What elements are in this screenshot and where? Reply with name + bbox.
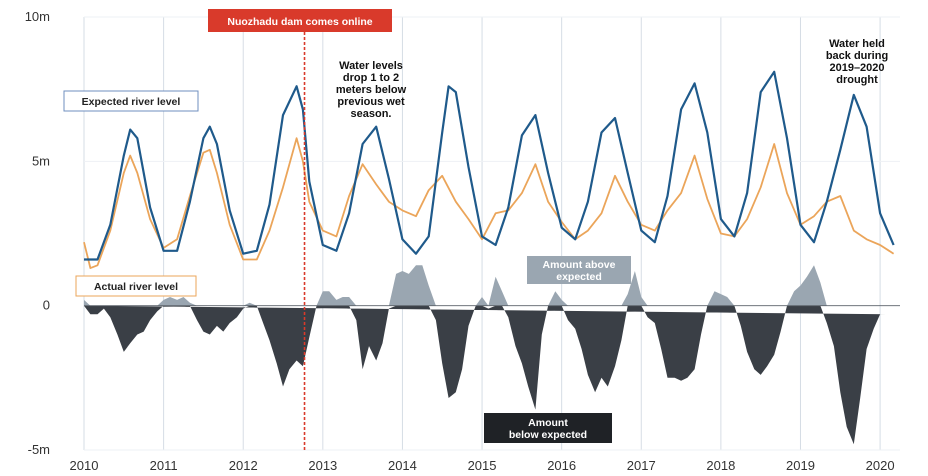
above-label-line: expected <box>556 271 602 283</box>
expected-line-path <box>84 70 895 261</box>
x-tick-label: 2017 <box>627 458 656 473</box>
dam-marker: Nuozhadu dam comes online <box>208 9 392 450</box>
y-tick-label: -5m <box>28 442 50 457</box>
below-label-line: Amount <box>528 417 568 429</box>
annotation-water-levels-line: meters below <box>336 84 407 96</box>
below-label-line: below expected <box>509 429 587 441</box>
y-tick-label: 10m <box>25 9 50 24</box>
annotation-water-held-line: Water held <box>829 38 885 50</box>
actual-river-level-line <box>83 137 895 269</box>
x-tick-label: 2020 <box>866 458 895 473</box>
grid-lines <box>83 16 900 451</box>
actual-legend-box <box>75 275 197 297</box>
expected-legend-box <box>63 90 199 112</box>
below-label-box <box>484 413 612 443</box>
expected-river-level-line <box>84 70 895 261</box>
x-tick-label: 2013 <box>308 458 337 473</box>
annotation-water-levels-line: season. <box>351 108 392 120</box>
axis-tick-labels: 2010 2011 2012 2013 2014 2015 2016 2017 2018 2019… <box>25 9 895 473</box>
y-tick-label: 5m <box>32 153 50 168</box>
above-label-box <box>527 256 631 284</box>
area-above-shape <box>84 265 887 306</box>
above-label-line: Amount above <box>543 259 616 271</box>
annotation-water-held-line: drought <box>836 74 878 86</box>
area-above-expected <box>84 265 887 306</box>
dam-label: Nuozhadu dam comes online <box>227 16 372 28</box>
annotation-water-held-line: 2019–2020 <box>829 62 884 74</box>
x-tick-label: 2016 <box>547 458 576 473</box>
expected-legend-label: Expected river level <box>82 96 181 108</box>
annotation-water-levels-line: previous wet <box>337 96 405 108</box>
annotation-water-held-line: back during <box>826 50 888 62</box>
actual-line-path <box>83 137 895 269</box>
annotation-water-levels-line: Water levels <box>339 60 403 72</box>
x-tick-label: 2018 <box>706 458 735 473</box>
area-below-expected <box>84 305 887 445</box>
x-tick-label: 2010 <box>70 458 99 473</box>
dam-label-box <box>208 9 392 32</box>
actual-legend-label: Actual river level <box>94 281 178 293</box>
area-below-shape <box>84 305 887 445</box>
x-tick-label: 2015 <box>468 458 497 473</box>
x-tick-label: 2014 <box>388 458 417 473</box>
y-tick-label: 0 <box>43 298 50 313</box>
annotation-water-levels-line: drop 1 to 2 <box>343 72 399 84</box>
x-tick-label: 2011 <box>150 458 178 473</box>
x-tick-label: 2019 <box>786 458 815 473</box>
chart-labels: Expected river level Actual river level Am… <box>63 38 888 443</box>
x-tick-label: 2012 <box>229 458 258 473</box>
